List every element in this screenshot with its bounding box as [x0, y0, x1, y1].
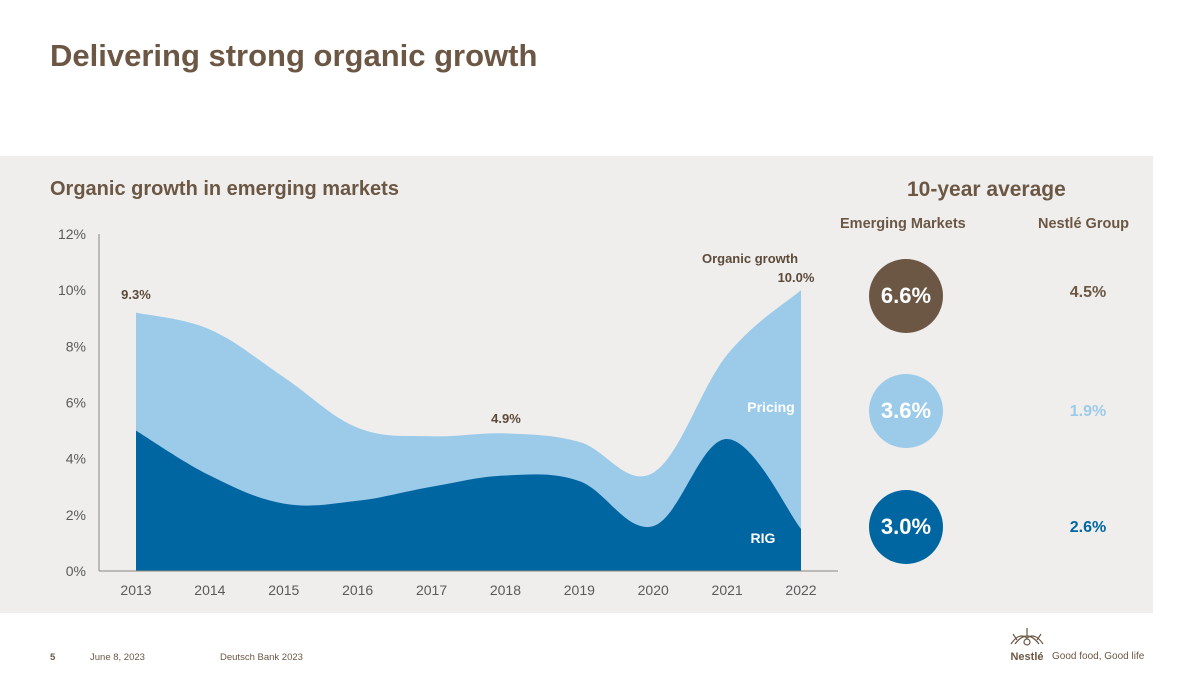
rig-series-label: RIG — [751, 530, 776, 546]
y-tick-label: 8% — [66, 338, 86, 354]
emerging-markets-header: Emerging Markets — [840, 216, 966, 232]
y-tick-label: 10% — [58, 282, 86, 298]
x-tick-label: 2014 — [194, 582, 225, 598]
nestle-group-header: Nestlé Group — [1038, 216, 1130, 232]
y-tick-label: 12% — [58, 226, 86, 242]
y-tick-label: 2% — [66, 507, 86, 523]
tagline: Good food, Good life — [1052, 651, 1145, 662]
footer-event: Deutsch Bank 2023 — [220, 652, 303, 663]
data-label: 10.0% — [778, 270, 815, 285]
group-organic-growth-value: 4.5% — [1069, 284, 1107, 301]
y-tick-label: 4% — [66, 451, 86, 467]
nestle-logo: Nestlé — [1010, 628, 1044, 663]
em-rig-circle: 3.0% — [869, 490, 943, 564]
chart-title: Organic growth in emerging markets — [50, 178, 399, 200]
x-tick-label: 2013 — [120, 582, 151, 598]
pricing-area — [136, 290, 801, 571]
group-rig-value: 2.6% — [1069, 519, 1107, 536]
page-number: 5 — [50, 652, 56, 663]
em-pricing-circle: 3.6% — [869, 374, 943, 448]
y-tick-label: 6% — [66, 395, 86, 411]
page-title: Delivering strong organic growth — [50, 38, 538, 73]
nestle-logo-text: Nestlé — [1010, 651, 1043, 663]
data-label: 9.3% — [121, 287, 151, 302]
x-tick-label: 2022 — [785, 582, 816, 598]
x-tick-label: 2016 — [342, 582, 373, 598]
pricing-series-label: Pricing — [747, 399, 794, 415]
y-tick-label: 0% — [66, 563, 86, 579]
rig-area — [136, 430, 801, 571]
x-tick-label: 2021 — [712, 582, 743, 598]
group-pricing-value: 1.9% — [1069, 403, 1107, 420]
em-organic-growth-circle: 6.6% — [869, 259, 943, 333]
average-title: 10-year average — [907, 178, 1066, 201]
data-label: 4.9% — [491, 411, 521, 426]
x-tick-label: 2019 — [564, 582, 595, 598]
x-tick-label: 2018 — [490, 582, 521, 598]
x-tick-label: 2017 — [416, 582, 447, 598]
x-tick-label: 2020 — [638, 582, 669, 598]
x-tick-label: 2015 — [268, 582, 299, 598]
footer-date: June 8, 2023 — [90, 652, 145, 663]
organic-growth-label: Organic growth — [702, 251, 798, 266]
